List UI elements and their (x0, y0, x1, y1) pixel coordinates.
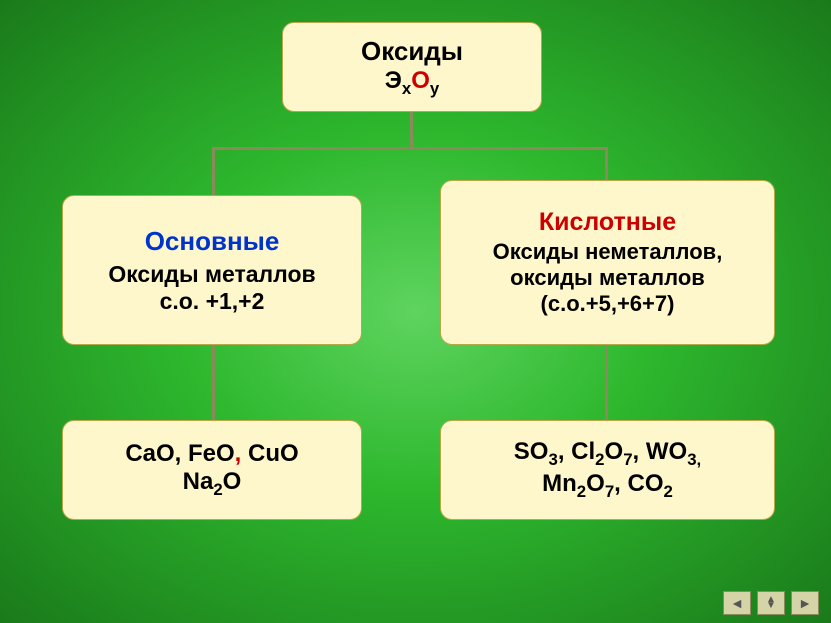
connector (410, 112, 413, 147)
root-title: Оксиды (361, 36, 463, 67)
connector (605, 147, 608, 180)
nav-next-button[interactable]: ► (791, 591, 819, 615)
left-examples-line1: CaO, FeO, CuO (125, 440, 298, 468)
right-examples-node: SO3, Cl2O7, WO3, Mn2O7, CO2 (440, 420, 775, 520)
root-formula: ЭxОу (385, 67, 439, 99)
right-category-title: Кислотные (539, 208, 676, 237)
connector (605, 345, 608, 420)
nav-home-button[interactable]: ▲ ▼ (757, 591, 785, 615)
connector (212, 345, 215, 420)
left-category-title: Основные (145, 226, 280, 257)
nav-buttons: ◄ ▲ ▼ ► (723, 591, 819, 615)
left-category-line3: с.о. +1,+2 (160, 288, 265, 315)
right-category-node: Кислотные Оксиды неметаллов, оксиды мета… (440, 180, 775, 345)
right-category-line3: оксиды металлов (510, 265, 705, 291)
connector (212, 147, 215, 195)
left-examples-node: CaO, FeO, CuO Na2O (62, 420, 362, 520)
left-category-line2: Оксиды металлов (108, 261, 315, 288)
nav-prev-button[interactable]: ◄ (723, 591, 751, 615)
right-category-line2: Оксиды неметаллов, (493, 239, 723, 265)
right-examples-line1: SO3, Cl2O7, WO3, (514, 438, 701, 470)
right-examples-line2: Mn2O7, CO2 (542, 470, 673, 502)
left-category-node: Основные Оксиды металлов с.о. +1,+2 (62, 195, 362, 345)
left-examples-line2: Na2O (183, 468, 242, 500)
right-category-line4: (с.о.+5,+6+7) (541, 291, 675, 317)
root-node: Оксиды ЭxОу (282, 22, 542, 112)
connector (212, 147, 608, 150)
